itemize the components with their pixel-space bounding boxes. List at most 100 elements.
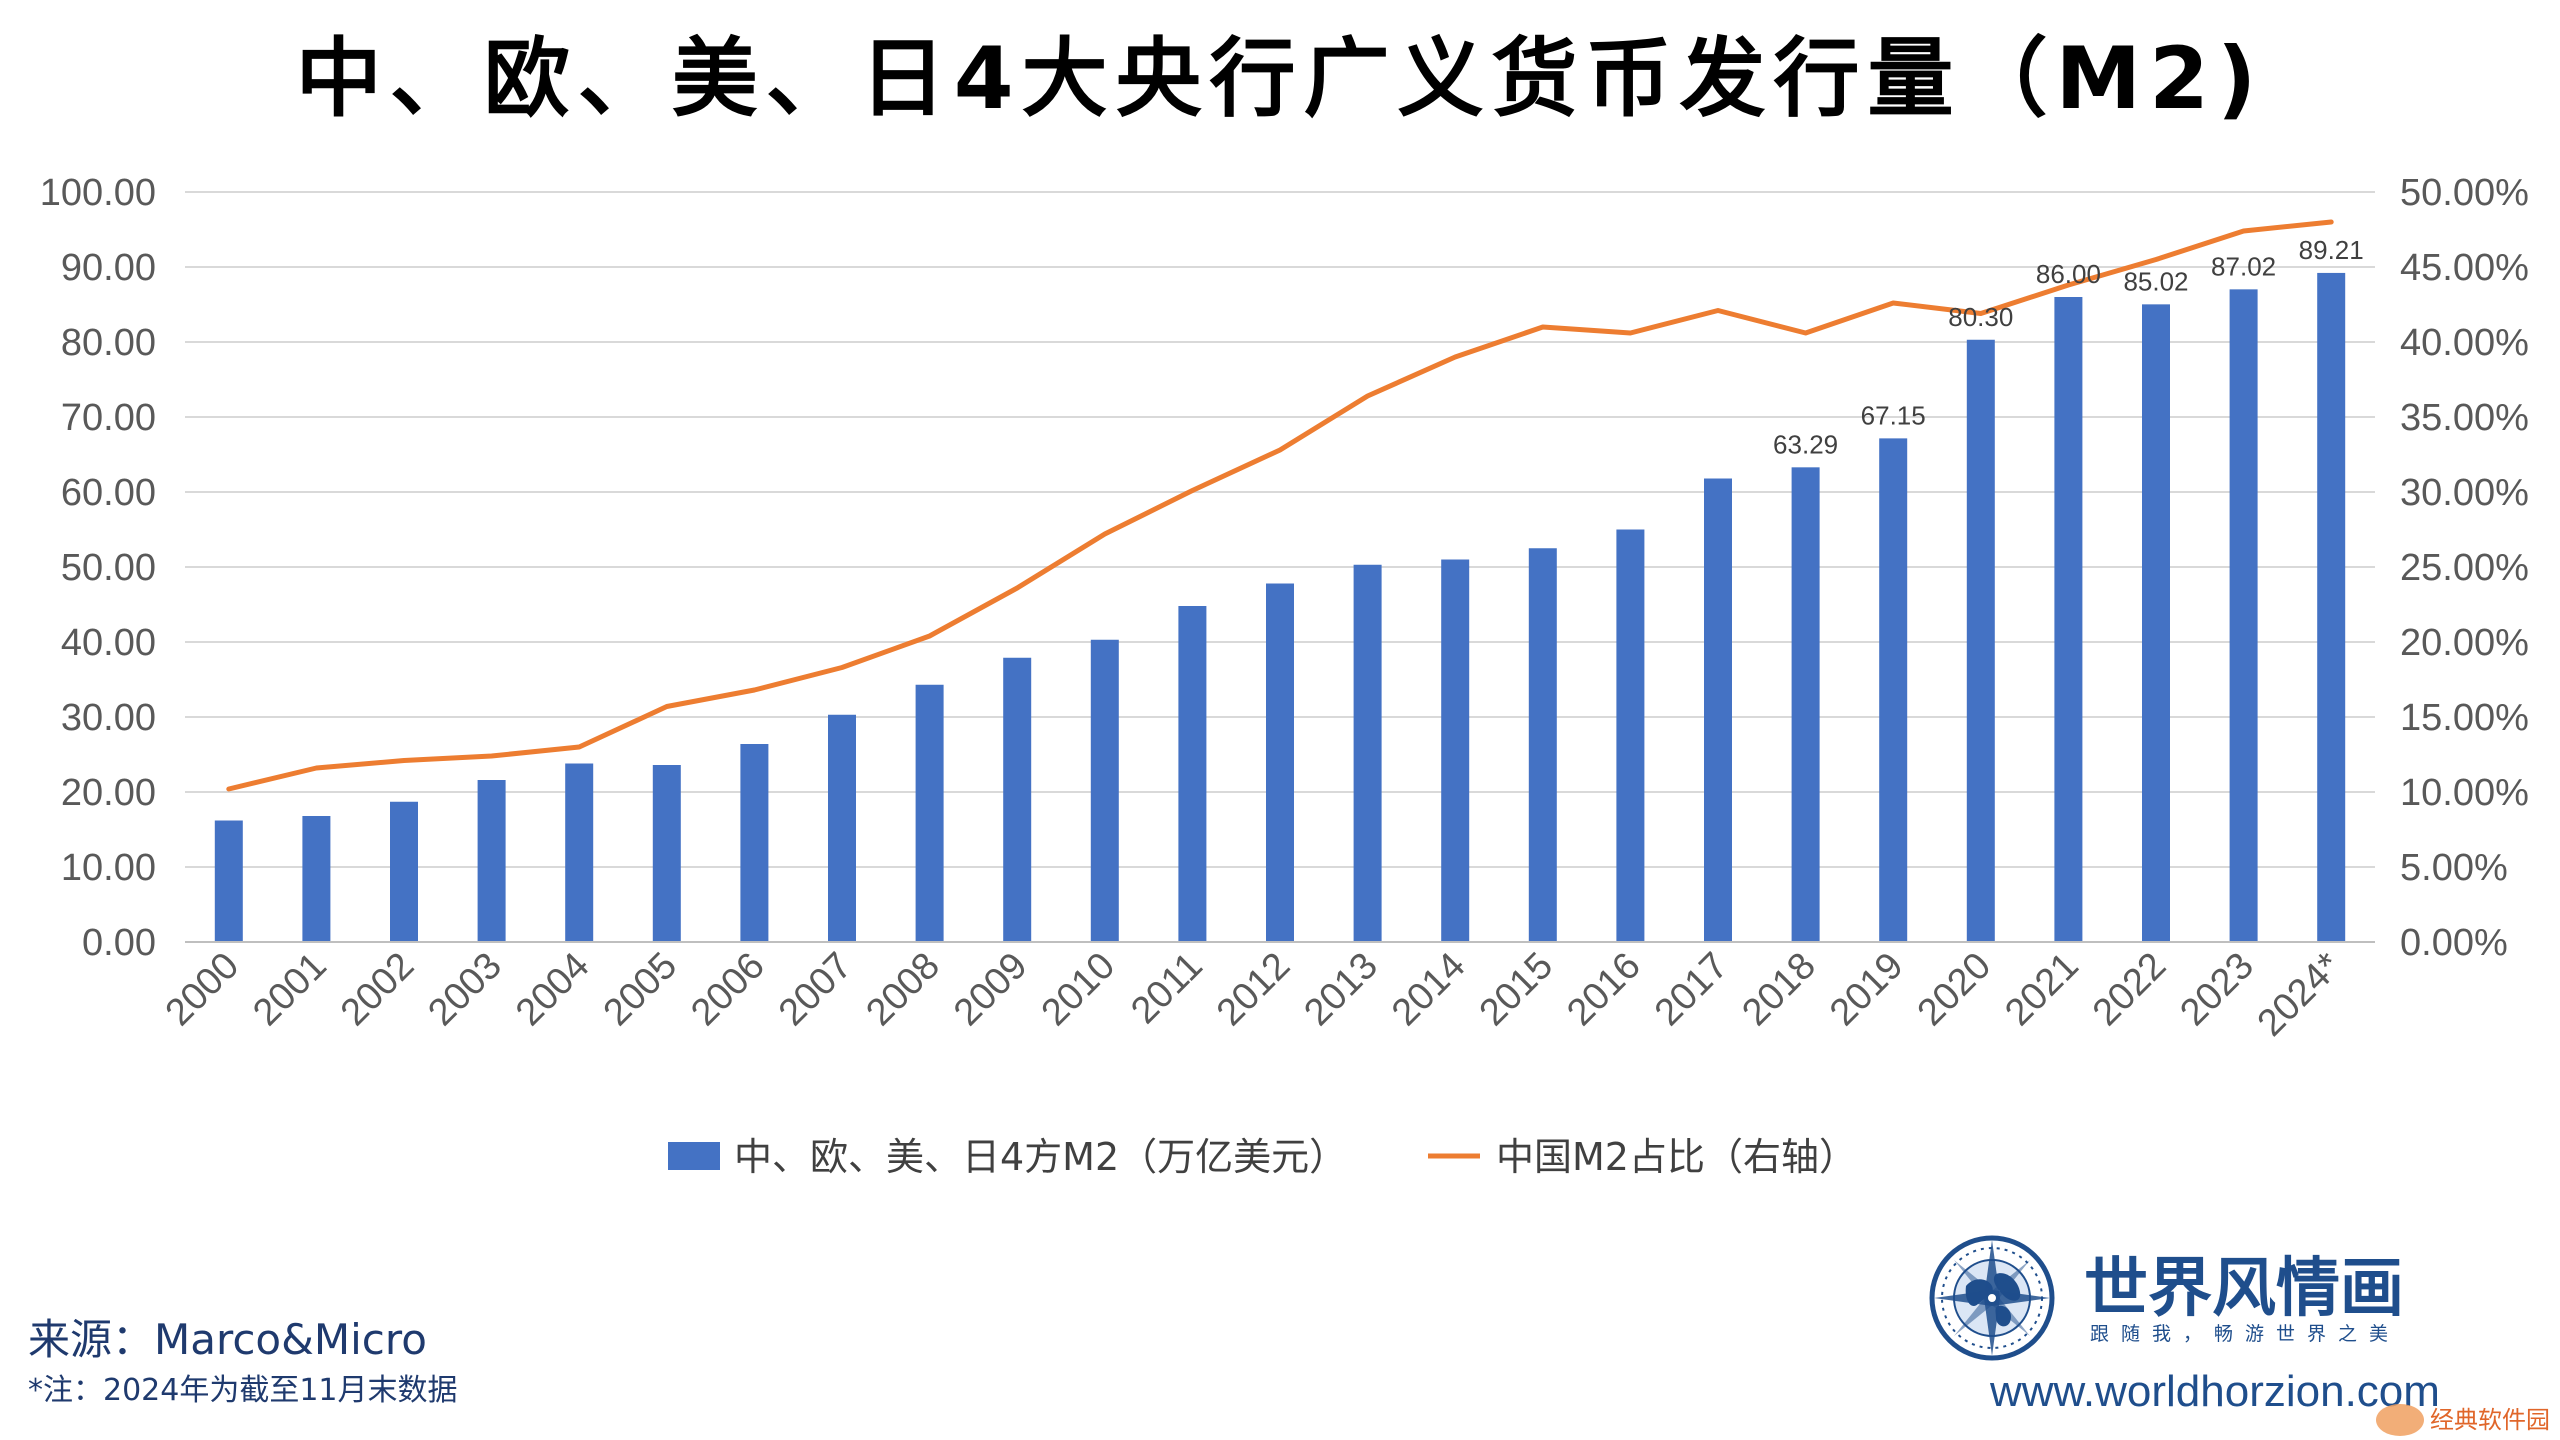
legend-line-label: 中国M2占比（右轴） (1496, 1135, 1857, 1179)
x-tick-label: 2012 (1209, 945, 1298, 1034)
x-tick-label: 2017 (1647, 945, 1736, 1034)
line-point (1892, 302, 1895, 304)
x-tick-label: 2006 (683, 945, 772, 1034)
left-tick-label: 60.00 (61, 472, 156, 514)
bar (740, 744, 769, 942)
line-point (578, 746, 581, 748)
bar (1353, 564, 1382, 942)
chart-title: 中、欧、美、日4大央行广义货币发行量（M2) (296, 29, 2265, 129)
line-point (1541, 326, 1544, 328)
line-point (2067, 284, 2070, 286)
right-tick-label: 15.00% (2400, 697, 2529, 739)
brand-url: www.worldhorzion.com (1989, 1367, 2440, 1416)
line-point (1979, 312, 1982, 315)
left-tick-label: 10.00 (61, 847, 156, 889)
x-tick-label: 2014 (1384, 945, 1473, 1034)
x-tick-label: 2011 (1123, 945, 1210, 1032)
x-tick-label: 2005 (596, 945, 685, 1034)
line-point (403, 759, 405, 762)
left-tick-label: 30.00 (61, 697, 156, 739)
data-label: 86.00 (2036, 259, 2101, 289)
line-point (1103, 533, 1106, 535)
left-tick-label: 50.00 (61, 547, 156, 589)
watermark-text: 经典软件园 (2430, 1406, 2550, 1434)
legend-bar-label: 中、欧、美、日4方M2（万亿美元） (734, 1135, 1347, 1179)
legend: 中、欧、美、日4方M2（万亿美元） 中国M2占比（右轴） (668, 1135, 1857, 1179)
bar (1003, 657, 1032, 942)
x-tick-label: 2013 (1296, 945, 1385, 1034)
line-point (1629, 332, 1632, 334)
bar (652, 765, 681, 942)
compass-globe-icon (1929, 1235, 2055, 1361)
data-label: 85.02 (2123, 266, 2188, 296)
x-tick-label: 2007 (771, 945, 860, 1034)
legend-bar-swatch (668, 1142, 720, 1170)
bar (1791, 467, 1820, 942)
left-tick-label: 70.00 (61, 397, 156, 439)
data-label: 67.15 (1861, 400, 1926, 430)
bar (214, 820, 243, 942)
line-point (665, 705, 668, 708)
watermark-icon (2376, 1404, 2424, 1436)
x-tick-label: 2024* (2250, 945, 2350, 1045)
bar (915, 684, 944, 942)
bar (1528, 548, 1557, 942)
data-label: 89.21 (2299, 235, 2364, 265)
left-y-axis: 0.00 10.00 20.00 30.00 40.00 50.00 60.00 70.00 8… (40, 172, 156, 964)
line-point (928, 635, 931, 637)
left-tick-label: 90.00 (61, 247, 156, 289)
data-label: 80.30 (1948, 302, 2013, 332)
right-tick-label: 50.00% (2400, 172, 2529, 214)
bar (828, 714, 856, 942)
bar (565, 763, 594, 942)
right-tick-label: 45.00% (2400, 247, 2529, 289)
line-point (841, 666, 843, 669)
x-tick-label: 2000 (158, 945, 247, 1034)
right-tick-label: 10.00% (2400, 772, 2529, 814)
line-point (1454, 356, 1457, 358)
x-tick-label: 2018 (1734, 945, 1823, 1034)
x-tick-label: 2002 (333, 945, 422, 1034)
line-point (1717, 309, 1719, 312)
bar (2054, 297, 2083, 942)
bar (1616, 529, 1645, 942)
data-label: 63.29 (1773, 429, 1838, 459)
bar (477, 780, 506, 942)
bar (1879, 438, 1908, 942)
x-tick-label: 2003 (420, 945, 509, 1034)
x-tick-label: 2001 (245, 945, 334, 1034)
bar-series (214, 272, 2346, 943)
bar (1178, 606, 1207, 942)
line-point (1804, 332, 1807, 334)
left-tick-label: 0.00 (82, 922, 156, 964)
line-point (2155, 258, 2157, 261)
line-point (490, 755, 493, 757)
data-labels: 63.29 67.15 80.30 86.00 85.02 87.02 89.21 (1773, 235, 2364, 459)
line-point (1366, 395, 1369, 397)
x-axis: 2000200120022003200420052006200720082009… (158, 941, 2375, 1045)
bar (1441, 559, 1470, 942)
right-tick-label: 20.00% (2400, 622, 2529, 664)
brand-name: 世界风情画 (2084, 1252, 2404, 1326)
x-tick-label: 2009 (946, 945, 1035, 1034)
right-tick-label: 0.00% (2400, 922, 2508, 964)
line-point (2330, 221, 2333, 223)
right-y-axis: 0.00% 5.00% 10.00% 15.00% 20.00% 25.00% 30.00%… (2400, 172, 2529, 964)
line-point (2242, 230, 2245, 232)
line-point (227, 788, 230, 790)
x-tick-label: 2020 (1910, 945, 1999, 1034)
bar (2229, 289, 2258, 943)
x-tick-label: 2015 (1472, 945, 1561, 1034)
x-tick-label: 2023 (2172, 945, 2261, 1034)
x-tick-label: 2008 (858, 945, 947, 1034)
left-tick-label: 80.00 (61, 322, 156, 364)
x-tick-label: 2010 (1034, 945, 1123, 1034)
bar (1090, 639, 1119, 942)
right-tick-label: 40.00% (2400, 322, 2529, 364)
footnote: *注：2024年为截至11月末数据 (28, 1373, 458, 1408)
right-tick-label: 30.00% (2400, 472, 2529, 514)
line-point (753, 689, 756, 691)
right-tick-label: 35.00% (2400, 397, 2529, 439)
x-tick-label: 2016 (1559, 945, 1648, 1034)
